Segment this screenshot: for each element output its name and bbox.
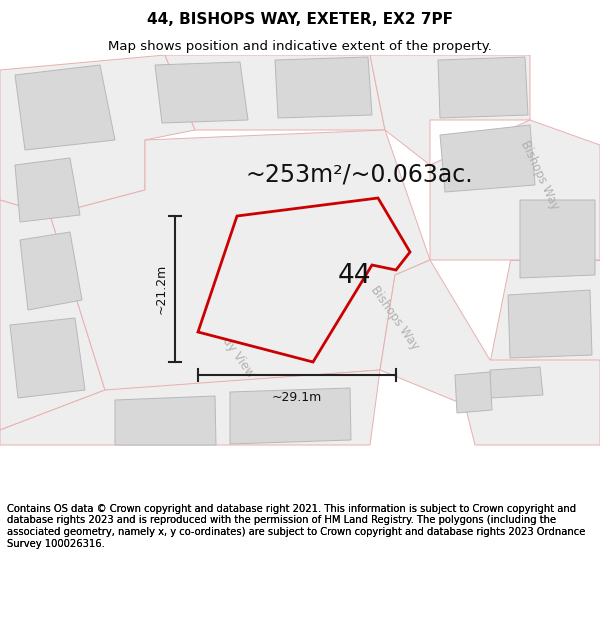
Polygon shape	[520, 200, 595, 278]
Text: ~21.2m: ~21.2m	[155, 264, 167, 314]
Polygon shape	[165, 55, 385, 130]
Polygon shape	[230, 388, 351, 444]
Polygon shape	[275, 57, 372, 118]
Polygon shape	[438, 57, 528, 118]
Polygon shape	[0, 55, 195, 215]
Polygon shape	[15, 65, 115, 150]
Text: 44, BISHOPS WAY, EXETER, EX2 7PF: 44, BISHOPS WAY, EXETER, EX2 7PF	[147, 12, 453, 27]
Polygon shape	[430, 120, 600, 260]
Polygon shape	[380, 260, 600, 445]
Polygon shape	[0, 200, 105, 430]
Polygon shape	[15, 158, 80, 222]
Text: Contains OS data © Crown copyright and database right 2021. This information is : Contains OS data © Crown copyright and d…	[7, 504, 586, 549]
Text: ~253m²/~0.063ac.: ~253m²/~0.063ac.	[245, 163, 473, 187]
Polygon shape	[440, 125, 535, 192]
Polygon shape	[370, 55, 530, 165]
Text: Contains OS data © Crown copyright and database right 2021. This information is : Contains OS data © Crown copyright and d…	[7, 504, 586, 549]
Polygon shape	[155, 62, 248, 123]
Polygon shape	[20, 232, 82, 310]
Polygon shape	[490, 260, 600, 360]
Polygon shape	[10, 318, 85, 398]
Text: 44: 44	[337, 262, 371, 289]
Polygon shape	[50, 130, 430, 390]
Polygon shape	[115, 396, 216, 445]
Polygon shape	[490, 367, 543, 398]
Text: Map shows position and indicative extent of the property.: Map shows position and indicative extent…	[108, 39, 492, 52]
Text: ~29.1m: ~29.1m	[272, 391, 322, 404]
Polygon shape	[0, 370, 380, 445]
Text: Bishops Way: Bishops Way	[518, 138, 562, 212]
Text: Bishops Way: Bishops Way	[368, 284, 422, 352]
Polygon shape	[198, 198, 410, 362]
Text: Sandy View: Sandy View	[207, 316, 257, 380]
Polygon shape	[508, 290, 592, 358]
Polygon shape	[455, 372, 492, 413]
